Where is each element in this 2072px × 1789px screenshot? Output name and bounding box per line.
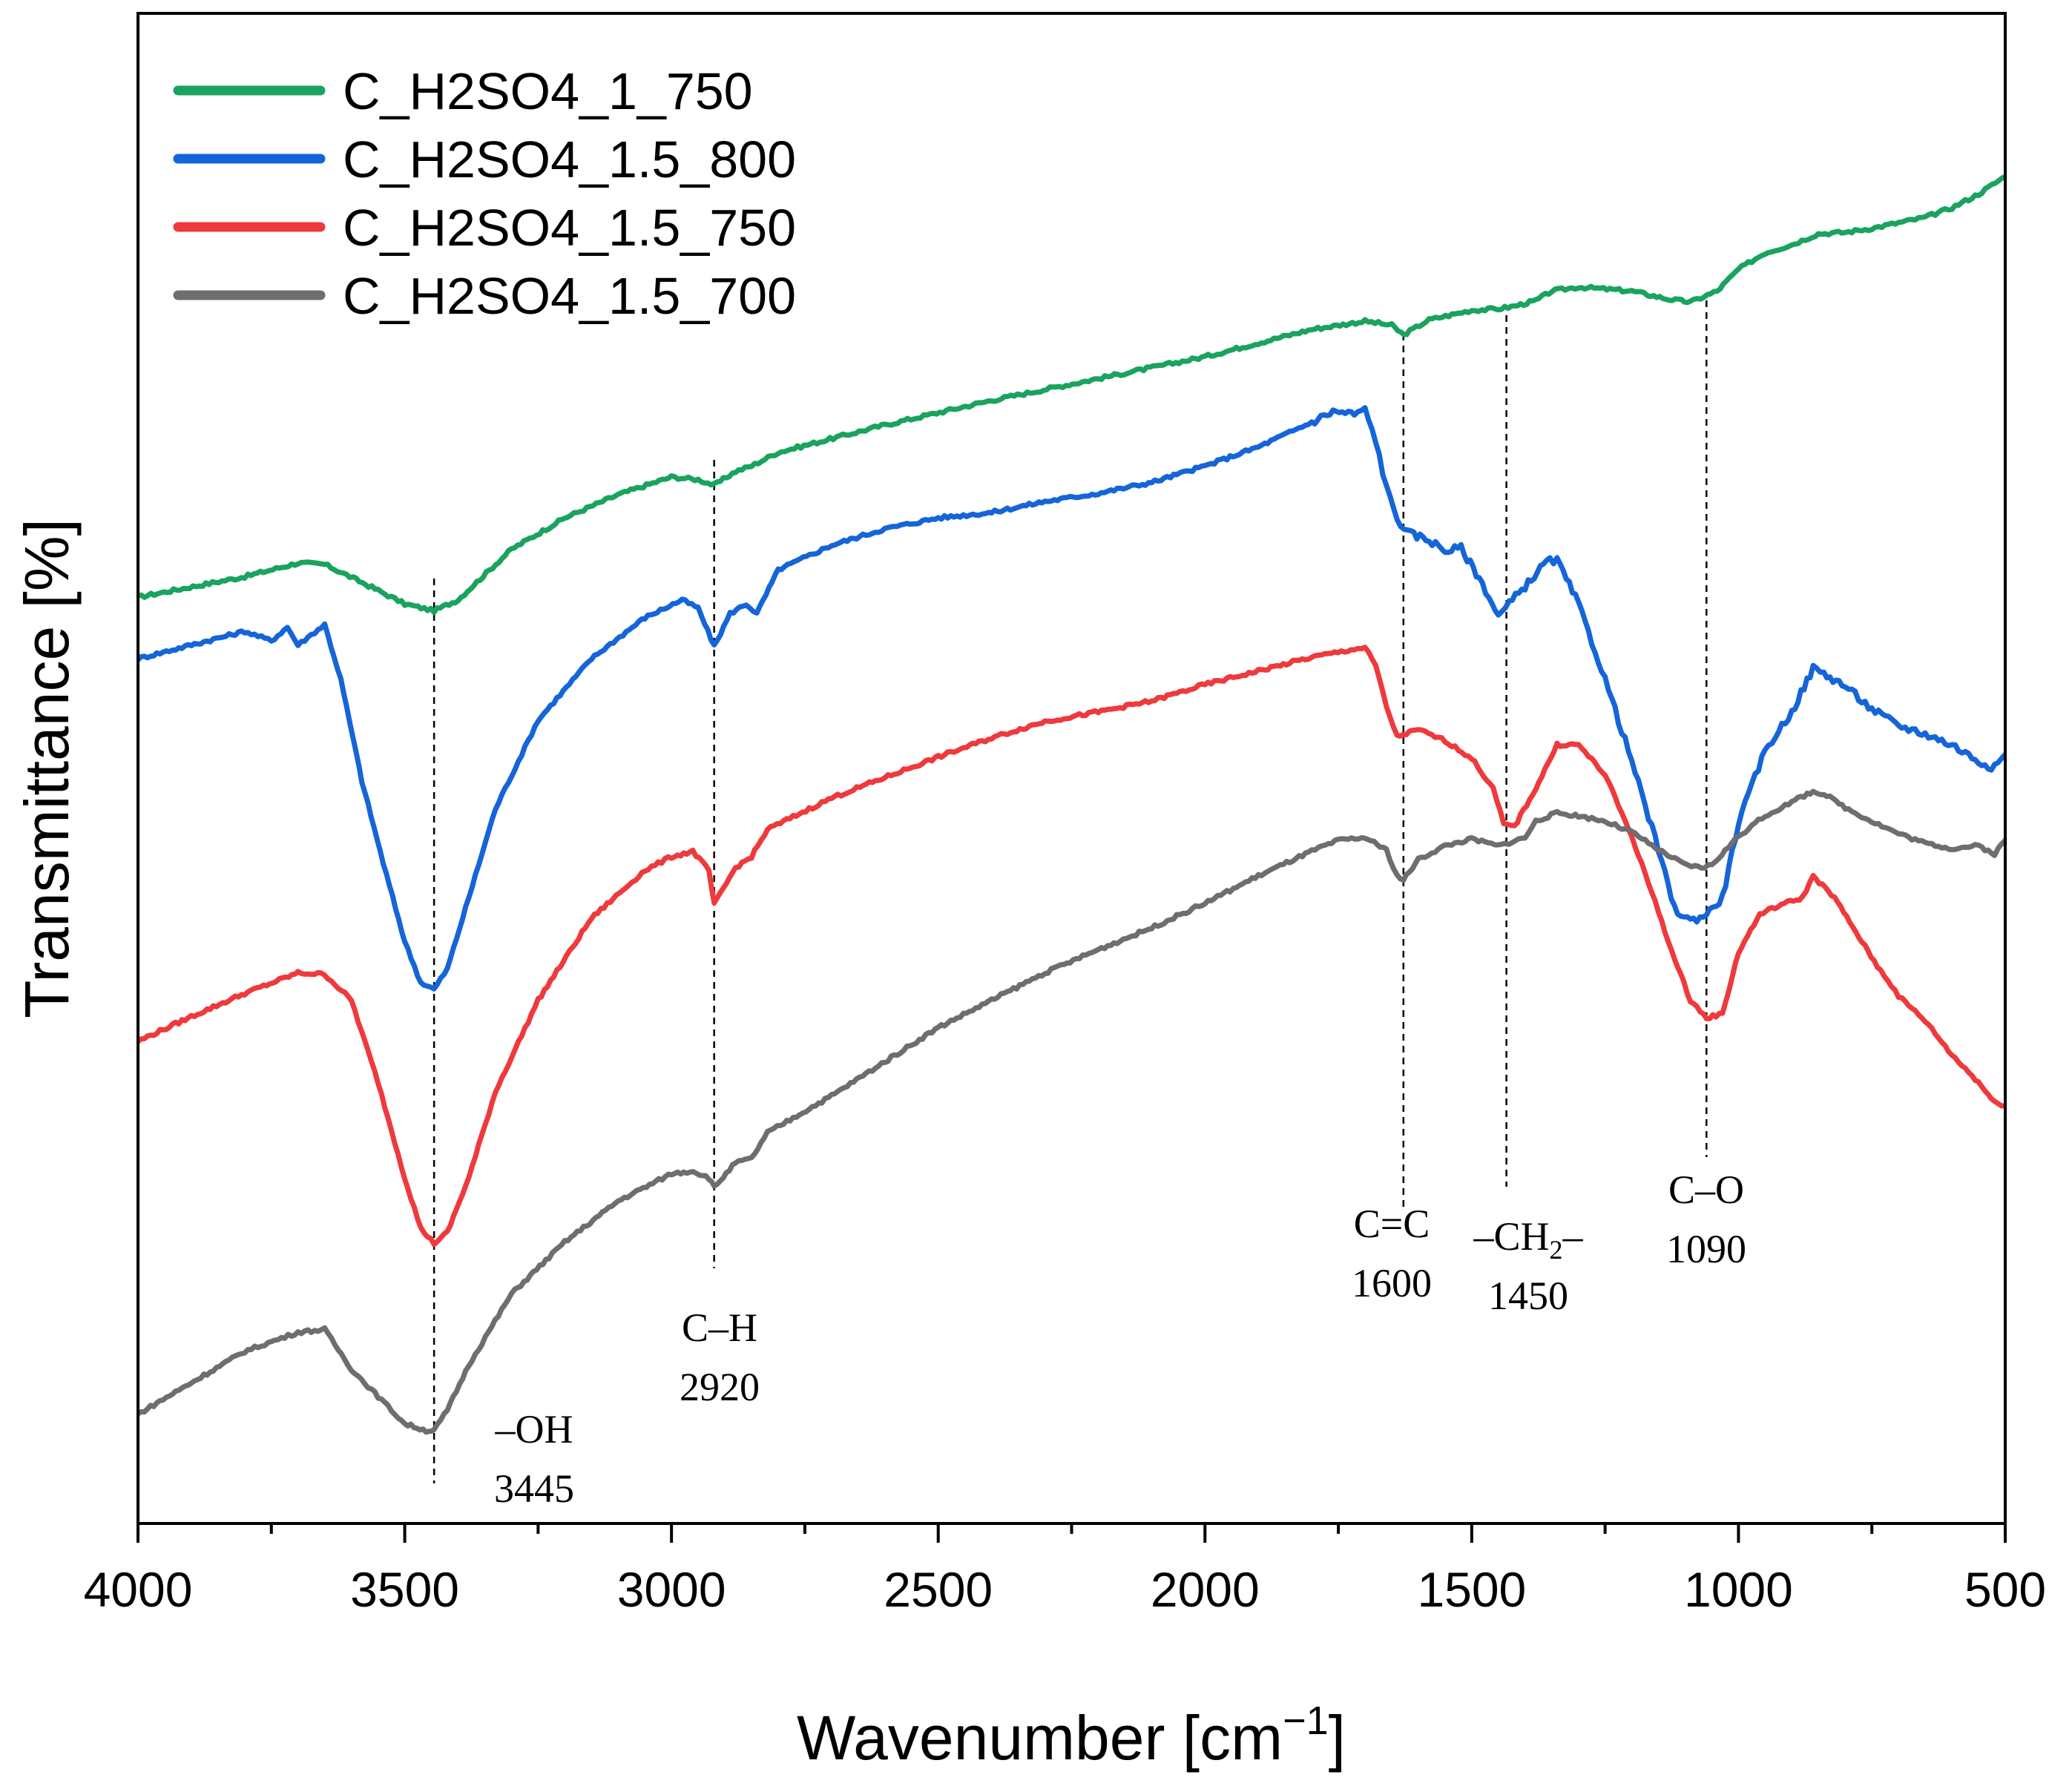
annotation-wavenumber-label: 3445 xyxy=(494,1466,574,1511)
x-axis-ticks: 4000 3500 3000 2500 2000 1500 1000 500 xyxy=(84,1523,2046,1617)
annotation-wavenumber-label: 2920 xyxy=(680,1365,760,1409)
annotation-wavenumber-label: 1450 xyxy=(1488,1274,1568,1318)
legend-label: C_H2SO4_1.5_800 xyxy=(343,131,796,188)
legend-label: C_H2SO4_1.5_750 xyxy=(343,199,796,257)
annotation-group-label: –CH2– xyxy=(1473,1214,1583,1265)
x-axis-title: Wavenumber [cm−1] xyxy=(797,1699,1346,1773)
y-axis-title: Transmittance [%] xyxy=(12,518,82,1018)
annotation-wavenumber-label: 1600 xyxy=(1352,1261,1432,1305)
x-tick-label: 3000 xyxy=(617,1562,726,1617)
series-line xyxy=(138,788,2005,1435)
legend-label: C_H2SO4_1_750 xyxy=(343,62,753,120)
x-tick-label: 1000 xyxy=(1684,1562,1793,1617)
x-tick-label: 3500 xyxy=(350,1562,459,1617)
annotation-labels: –OH 3445 C–H 2920 C=C 1600 –CH2– 1450 C–O 1090 xyxy=(494,1167,1746,1511)
annotation-wavenumber-label: 1090 xyxy=(1666,1227,1746,1271)
series-line xyxy=(138,174,2005,616)
series-layer xyxy=(138,174,2005,1435)
legend-label: C_H2SO4_1.5_700 xyxy=(343,267,796,325)
annotation-group-label: C–O xyxy=(1668,1167,1744,1212)
x-tick-label: 1500 xyxy=(1417,1562,1526,1617)
x-tick-label: 4000 xyxy=(84,1562,193,1617)
series-line xyxy=(138,645,2005,1248)
annotation-group-label: –OH xyxy=(495,1407,573,1452)
x-tick-label: 500 xyxy=(1964,1562,2046,1617)
x-tick-label: 2000 xyxy=(1151,1562,1260,1617)
annotation-group-label: C–H xyxy=(682,1305,757,1350)
series-line xyxy=(138,405,2005,992)
x-tick-label: 2500 xyxy=(884,1562,993,1617)
annotation-group-label: C=C xyxy=(1354,1202,1430,1246)
legend: C_H2SO4_1_750 C_H2SO4_1.5_800 C_H2SO4_1.5_… xyxy=(173,62,796,325)
